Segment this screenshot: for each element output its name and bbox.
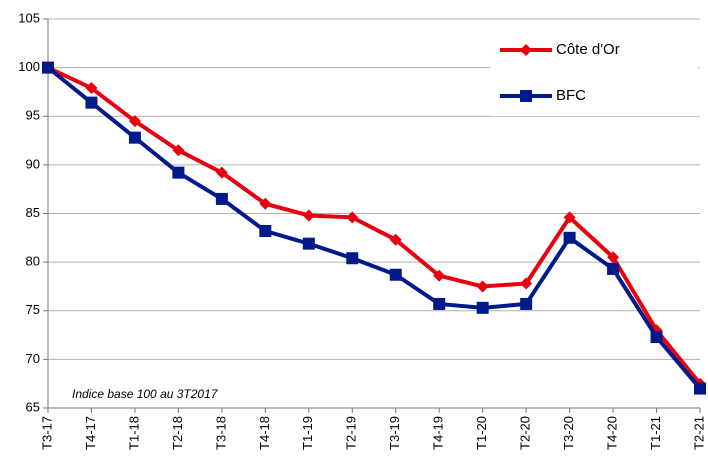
legend-marker	[520, 44, 532, 56]
annotation: Indice base 100 au 3T2017	[72, 387, 219, 401]
series-line	[46, 66, 702, 390]
point	[215, 166, 228, 179]
point	[128, 115, 141, 128]
point	[433, 269, 446, 282]
point	[85, 82, 98, 95]
x-tick-label: T2-18	[170, 416, 185, 450]
point	[128, 131, 141, 144]
point	[520, 297, 533, 310]
y-tick-label: 90	[26, 156, 40, 171]
y-tick-label: 65	[26, 399, 40, 414]
y-tick-label: 75	[26, 302, 40, 317]
x-tick-label: T3-19	[387, 416, 402, 450]
x-tick-label: T3-18	[213, 416, 228, 450]
point	[563, 231, 576, 244]
point	[85, 96, 98, 109]
x-tick-label: T2-19	[344, 416, 359, 450]
point	[302, 237, 315, 250]
legend-label: Côte d'Or	[556, 41, 620, 58]
x-tick-label: T1-20	[474, 416, 489, 450]
point	[346, 252, 359, 265]
x-tick-label: T4-19	[431, 416, 446, 450]
y-tick-label: 100	[18, 59, 40, 74]
x-tick-label: T4-20	[605, 416, 620, 450]
x-tick-label: T1-19	[300, 416, 315, 450]
legend-marker	[520, 90, 532, 102]
x-tick-label: T3-20	[561, 416, 576, 450]
point	[172, 144, 185, 157]
point	[476, 301, 489, 314]
point	[259, 197, 272, 210]
y-tick-label: 105	[18, 10, 40, 25]
x-tick-label: T2-21	[691, 416, 706, 450]
x-tick-label: T2-20	[518, 416, 533, 450]
point	[433, 297, 446, 310]
x-tick-label: T1-18	[126, 416, 141, 450]
x-tick-label: T4-17	[83, 416, 98, 450]
series-line	[47, 65, 702, 385]
point	[520, 277, 533, 290]
point	[650, 331, 663, 344]
y-tick-label: 85	[26, 205, 40, 220]
point	[476, 280, 489, 293]
point	[172, 166, 185, 179]
point	[389, 268, 402, 281]
point	[259, 225, 272, 238]
point	[215, 192, 228, 205]
point	[346, 211, 359, 224]
legend-label: BFC	[556, 87, 586, 104]
point	[302, 209, 315, 222]
point	[563, 211, 576, 224]
y-tick-label: 80	[26, 254, 40, 269]
point	[607, 251, 620, 264]
point	[694, 382, 706, 395]
x-tick-label: T1-21	[648, 416, 663, 450]
point	[607, 262, 620, 275]
point	[389, 233, 402, 246]
x-tick-label: T3-17	[39, 416, 54, 450]
y-tick-label: 95	[26, 108, 40, 123]
y-tick-label: 70	[26, 351, 40, 366]
x-tick-label: T4-18	[257, 416, 272, 450]
point	[42, 61, 54, 74]
